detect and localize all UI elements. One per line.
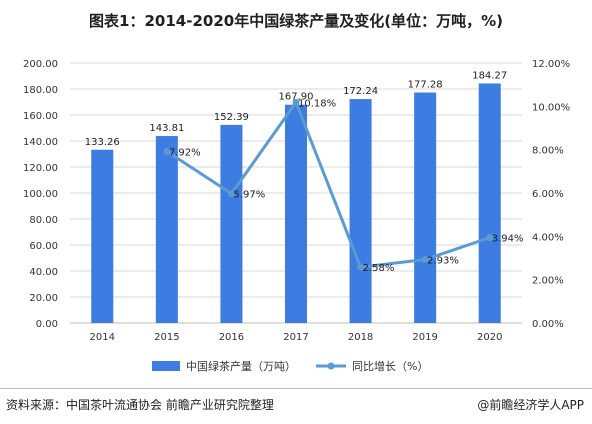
y-right-tick-label: 6.00% [532,189,564,200]
bar-2020 [478,83,501,323]
chart-title: 图表1：2014-2020年中国绿茶产量及变化(单位：万吨，%) [89,12,503,30]
y-right-tick-label: 0.00% [532,319,564,330]
x-tick-label: 2020 [477,332,502,343]
bar-value-label: 177.28 [408,80,443,91]
growth-point-2018 [357,263,365,271]
legend-label-line: 同比增长（%） [352,359,428,373]
growth-point-2017 [292,98,300,106]
y-left-tick-label: 120.00 [23,163,58,174]
growth-value-label: 10.18% [298,98,336,109]
bar-value-label: 184.27 [472,70,507,81]
growth-value-label: 2.93% [427,256,459,267]
growth-point-2020 [486,234,494,242]
y-left-tick-label: 80.00 [29,215,58,226]
y-left-tick-label: 0.00 [36,319,58,330]
y-left-tick-label: 40.00 [29,267,58,278]
legend-label-bars: 中国绿茶产量（万吨） [186,359,296,373]
bar-2014 [91,149,114,323]
growth-point-2019 [421,256,429,264]
y-left-tick-label: 160.00 [23,111,58,122]
y-left-tick-label: 60.00 [29,241,58,252]
y-right-tick-label: 4.00% [532,232,564,243]
y-left-tick-label: 140.00 [23,137,58,148]
y-left-tick-label: 20.00 [29,293,58,304]
growth-value-label: 2.58% [363,263,395,274]
bar-value-label: 172.24 [343,86,378,97]
y-right-tick-label: 12.00% [532,59,570,70]
bar-value-label: 143.81 [149,123,184,134]
x-tick-label: 2018 [348,332,373,343]
x-tick-label: 2014 [90,332,115,343]
bar-value-label: 167.90 [279,92,314,103]
y-left-tick-label: 100.00 [23,189,58,200]
y-right-tick-label: 2.00% [532,276,564,287]
source-note: 资料来源：中国茶叶流通协会 前瞻产业研究院整理 [6,398,274,412]
footer-divider [0,388,592,389]
bar-value-label: 152.39 [214,112,249,123]
x-tick-label: 2015 [154,332,179,343]
y-right-tick-label: 10.00% [532,102,570,113]
bar-2015 [155,136,178,323]
x-tick-label: 2019 [412,332,437,343]
brand-credit: @前瞻经济学人APP [477,398,584,412]
y-left-tick-label: 180.00 [23,85,58,96]
x-tick-label: 2017 [283,332,308,343]
growth-line [166,100,491,269]
legend-marker-line [327,362,335,370]
x-tick-label: 2016 [219,332,244,343]
bar-2016 [220,124,243,323]
bar-2018 [349,99,372,323]
chart: 0.00 20.00 40.00 60.00 80.00 100.00 120.00 140.… [23,59,570,373]
y-right-tick-label: 8.00% [532,146,564,157]
legend-swatch-bars [152,361,180,371]
growth-point-2016 [227,190,235,198]
bar-2019 [414,92,437,323]
growth-value-label: 5.97% [233,190,265,201]
growth-point-2015 [163,147,171,155]
bar-2017 [285,104,307,323]
bar-value-label: 133.26 [85,137,120,148]
growth-value-label: 3.94% [492,234,524,245]
growth-value-label: 7.92% [169,147,201,158]
y-left-tick-label: 200.00 [23,59,58,70]
